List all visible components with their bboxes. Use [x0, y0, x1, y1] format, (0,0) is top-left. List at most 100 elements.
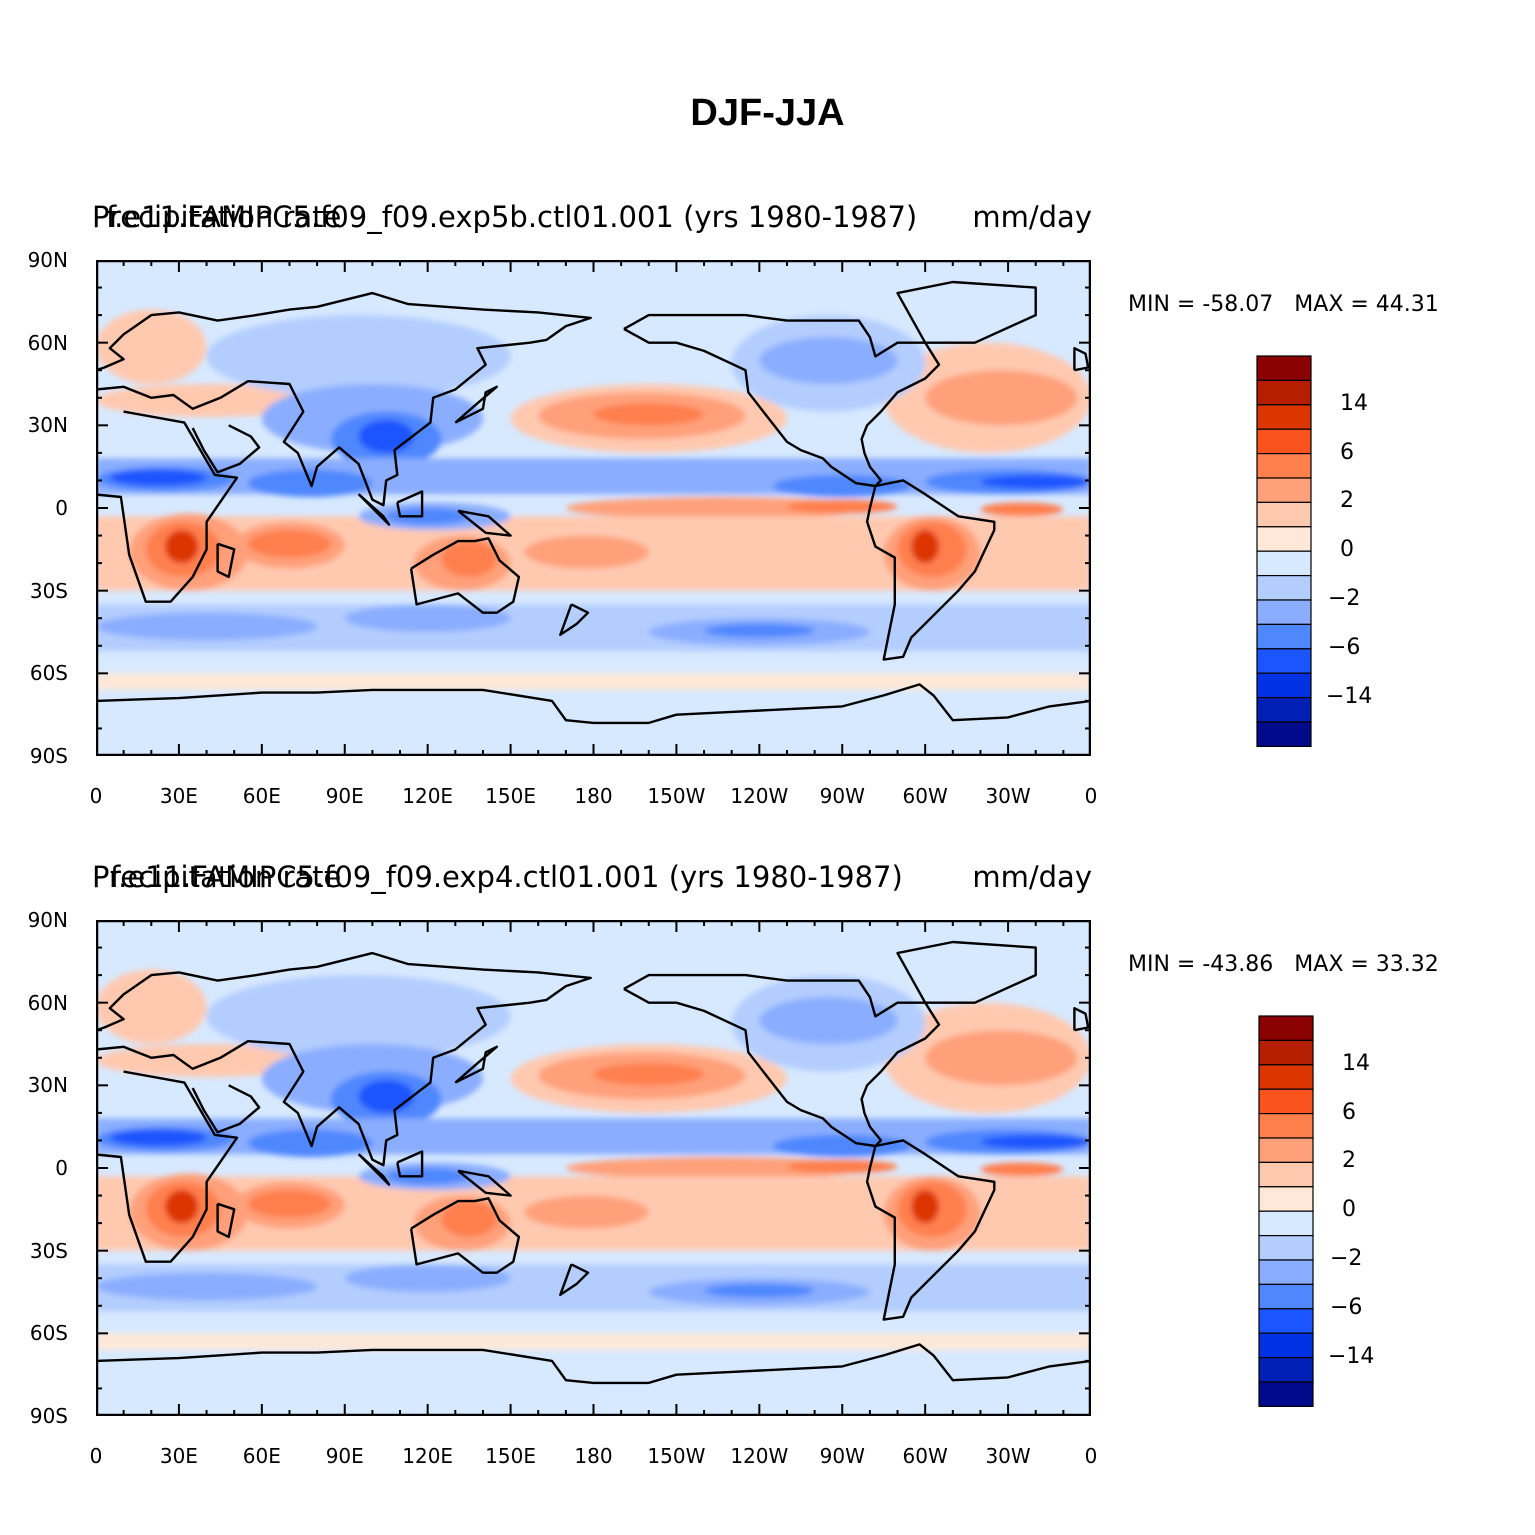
lon-tick-label: 60E	[242, 1444, 281, 1468]
colorbar-tick-label: 0	[1342, 1197, 1356, 1223]
colorbar-tick-label: 6	[1340, 439, 1354, 465]
lon-tick-label: 180	[574, 1444, 613, 1468]
lat-tick-label: 60N	[27, 330, 68, 355]
panel-header: Precipitation rate f.e11.FAMIPC5.f09_f09…	[92, 860, 1092, 896]
colorbar-tick-label: 6	[1342, 1099, 1356, 1125]
lat-tick-label: 30S	[29, 578, 68, 603]
colorbar-tick-label: −14	[1328, 1343, 1375, 1369]
colorbar-swatch	[1256, 672, 1312, 699]
lat-tick-label: 90N	[27, 908, 68, 932]
lon-tick-label: 0	[89, 784, 103, 808]
lat-tick-label: 30N	[27, 413, 68, 438]
lon-tick-label: 150W	[647, 784, 706, 808]
lat-tick-label: 90S	[29, 1404, 68, 1428]
variable-label: Precipitation rate	[92, 860, 342, 894]
colorbar-swatch	[1256, 550, 1312, 577]
colorbar-swatch	[1256, 721, 1312, 747]
lon-tick-label: 180	[574, 784, 613, 808]
lat-tick-label: 30N	[27, 1073, 68, 1098]
precipitation-contour-map	[96, 260, 1091, 756]
lat-tick-label: 60N	[27, 990, 68, 1015]
colorbar-swatch	[1258, 1234, 1314, 1261]
lon-tick-label: 90W	[819, 1444, 865, 1468]
colorbar-tick-label: 14	[1340, 390, 1368, 416]
lon-tick-label: 30E	[159, 1444, 198, 1468]
colorbar-tick-label: −14	[1326, 683, 1373, 709]
max-label: MAX = 44.31	[1294, 292, 1439, 317]
lon-tick-label: 60E	[242, 784, 281, 808]
min-max-stats: MIN = -58.07 MAX = 44.31	[1128, 292, 1439, 317]
colorbar-swatch	[1258, 1283, 1314, 1310]
colorbar-swatch	[1256, 452, 1312, 479]
lat-tick-label: 90S	[29, 744, 68, 768]
colorbar-tick-label: 2	[1340, 488, 1354, 514]
units-label: mm/day	[972, 860, 1092, 894]
lon-tick-label: 90E	[325, 1444, 364, 1468]
min-max-stats: MIN = -43.86 MAX = 33.32	[1128, 952, 1439, 977]
colorbar-tick-label: −6	[1328, 634, 1361, 660]
colorbar-tick-label: 2	[1342, 1148, 1356, 1174]
lon-tick-label: 0	[1084, 1444, 1098, 1468]
map-plot	[96, 260, 1091, 756]
lon-tick-label: 120W	[730, 784, 789, 808]
map-panel-2: Precipitation rate f.e11.FAMIPC5.f09_f09…	[0, 860, 1535, 1500]
colorbar-swatch	[1258, 1259, 1314, 1285]
lon-tick-label: 0	[89, 1444, 103, 1468]
colorbar-swatch	[1256, 501, 1312, 528]
main-title: DJF-JJA	[690, 92, 845, 134]
variable-label: Precipitation rate	[92, 200, 342, 234]
colorbar-swatch	[1258, 1064, 1314, 1090]
colorbar-swatch	[1258, 1210, 1314, 1237]
colorbar-swatch	[1256, 428, 1312, 455]
colorbar-swatch	[1256, 574, 1312, 601]
lon-tick-label: 120E	[402, 784, 454, 808]
units-label: mm/day	[972, 200, 1092, 234]
colorbar-tick-label: −2	[1328, 586, 1361, 611]
precipitation-contour-map	[96, 920, 1091, 1416]
colorbar-swatch	[1258, 1088, 1314, 1115]
colorbar-tick-label: −6	[1330, 1294, 1363, 1320]
colorbar-swatch	[1256, 696, 1312, 723]
colorbar-swatch	[1258, 1161, 1314, 1188]
colorbar-swatch	[1256, 355, 1312, 381]
colorbar-swatch	[1258, 1112, 1314, 1139]
lon-tick-label: 30E	[159, 784, 198, 808]
map-plot	[96, 920, 1091, 1416]
lon-tick-label: 150E	[485, 784, 536, 808]
colorbar-tick-label: 14	[1342, 1050, 1370, 1076]
panel-header: Precipitation rate f.e11.FAMIPC5.f09_f09…	[92, 200, 1092, 236]
colorbar-swatch	[1258, 1039, 1314, 1066]
lat-tick-label: 90N	[27, 248, 68, 272]
colorbar-swatch	[1258, 1186, 1314, 1212]
colorbar-swatch	[1258, 1015, 1314, 1041]
lon-tick-label: 30W	[985, 1444, 1031, 1468]
lat-tick-label: 30S	[29, 1238, 68, 1263]
colorbar-swatch	[1258, 1356, 1314, 1383]
coastlines	[96, 280, 1091, 725]
lon-tick-label: 60W	[902, 1444, 948, 1468]
colorbar: 14 6 2 0 −2 −6 −14	[1258, 1015, 1374, 1407]
colorbar-swatch	[1258, 1381, 1314, 1407]
colorbar-swatch	[1256, 379, 1312, 406]
lon-tick-label: 150E	[485, 1444, 536, 1468]
lat-tick-label: 0	[55, 496, 68, 520]
lon-tick-label: 0	[1084, 784, 1098, 808]
lon-tick-label: 90E	[325, 784, 364, 808]
lat-tick-label: 60S	[29, 1321, 68, 1346]
colorbar: 14 6 2 0 −2 −6 −14	[1256, 355, 1372, 747]
lon-tick-label: 60W	[902, 784, 948, 808]
colorbar-swatch	[1258, 1332, 1314, 1359]
min-label: MIN = -58.07	[1128, 292, 1274, 317]
lon-tick-label: 120E	[402, 1444, 454, 1468]
colorbar-swatch	[1258, 1137, 1314, 1163]
min-label: MIN = -43.86	[1128, 952, 1274, 977]
lat-tick-label: 60S	[29, 661, 68, 686]
lon-tick-label: 30W	[985, 784, 1031, 808]
colorbar-swatch	[1256, 623, 1312, 650]
colorbar-swatch	[1256, 599, 1312, 625]
lon-tick-label: 90W	[819, 784, 865, 808]
colorbar-tick-label: 0	[1340, 537, 1354, 563]
max-label: MAX = 33.32	[1294, 952, 1439, 977]
case-label: f.e11.FAMIPC5.f09_f09.exp5b.ctl01.001 (y…	[106, 200, 918, 234]
lat-tick-label: 0	[55, 1156, 68, 1180]
